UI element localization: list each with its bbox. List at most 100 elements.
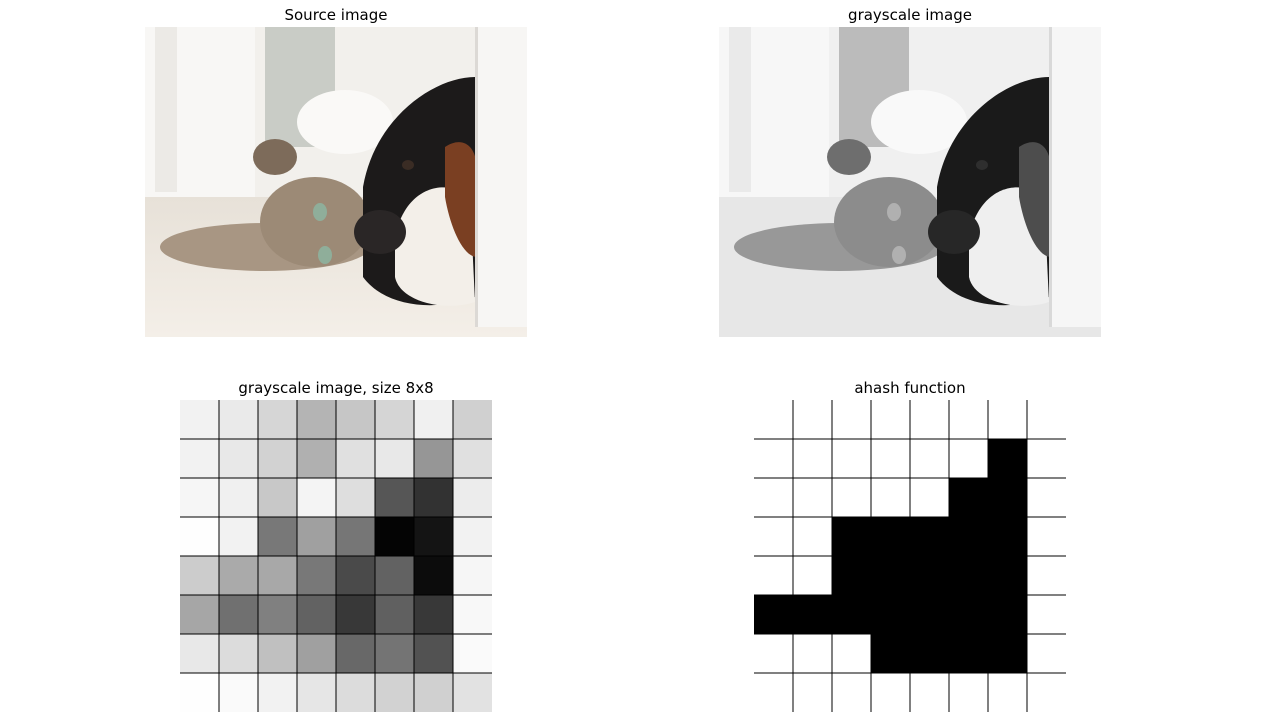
ahash-cell-r6-c1: [793, 634, 832, 673]
grayscale-8x8-title: grayscale image, size 8x8: [238, 379, 434, 397]
gray-cell-r2-c6: [414, 478, 453, 517]
gray-cell-r3-c7: [453, 517, 492, 556]
ahash-cell-r4-c7: [1027, 556, 1066, 595]
cat-dog-photo-grayscale: [719, 27, 1101, 337]
gray-cell-r4-c4: [336, 556, 375, 595]
ahash-cell-r7-c3: [871, 673, 910, 712]
ahash-cell-r4-c6: [988, 556, 1027, 595]
gray-cell-r2-c7: [453, 478, 492, 517]
ahash-cell-r1-c4: [910, 439, 949, 478]
gray-cell-r3-c3: [297, 517, 336, 556]
ahash-cell-r5-c2: [832, 595, 871, 634]
ahash-cell-r3-c6: [988, 517, 1027, 556]
ahash-cell-r1-c6: [988, 439, 1027, 478]
gray-cell-r2-c5: [375, 478, 414, 517]
gray-cell-r0-c6: [414, 400, 453, 439]
ahash-cell-r4-c4: [910, 556, 949, 595]
ahash-cell-r2-c3: [871, 478, 910, 517]
ahash-cell-r2-c4: [910, 478, 949, 517]
gray-cell-r4-c0: [180, 556, 219, 595]
gray-cell-r7-c6: [414, 673, 453, 712]
gray-cell-r3-c2: [258, 517, 297, 556]
source-image: [145, 27, 527, 337]
ahash-cell-r5-c4: [910, 595, 949, 634]
gray-cell-r3-c0: [180, 517, 219, 556]
gray-cell-r6-c5: [375, 634, 414, 673]
ahash-cell-r4-c3: [871, 556, 910, 595]
ahash-cell-r0-c3: [871, 400, 910, 439]
ahash-cell-r4-c1: [793, 556, 832, 595]
gray-cell-r0-c0: [180, 400, 219, 439]
ahash-cell-r4-c0: [754, 556, 793, 595]
gray-cell-r0-c2: [258, 400, 297, 439]
gray-cell-r7-c2: [258, 673, 297, 712]
gray-cell-r7-c3: [297, 673, 336, 712]
ahash-cell-r6-c5: [949, 634, 988, 673]
gray-cell-r1-c1: [219, 439, 258, 478]
gray-cell-r1-c0: [180, 439, 219, 478]
ahash-cell-r4-c5: [949, 556, 988, 595]
gray-cell-r3-c1: [219, 517, 258, 556]
ahash-cell-r3-c2: [832, 517, 871, 556]
ahash-cell-r0-c5: [949, 400, 988, 439]
grayscale-8x8-svg: [180, 400, 492, 712]
ahash-cell-r2-c5: [949, 478, 988, 517]
ahash-cell-r3-c0: [754, 517, 793, 556]
ahash-cell-r7-c7: [1027, 673, 1066, 712]
gray-cell-r5-c1: [219, 595, 258, 634]
gray-cell-r0-c3: [297, 400, 336, 439]
gray-cell-r4-c2: [258, 556, 297, 595]
gray-cell-r5-c4: [336, 595, 375, 634]
gray-cell-r4-c3: [297, 556, 336, 595]
ahash-cell-r7-c6: [988, 673, 1027, 712]
gray-cell-r4-c5: [375, 556, 414, 595]
ahash-cell-r0-c0: [754, 400, 793, 439]
ahash-cell-r1-c1: [793, 439, 832, 478]
gray-cell-r5-c3: [297, 595, 336, 634]
gray-cell-r2-c0: [180, 478, 219, 517]
ahash-cell-r5-c6: [988, 595, 1027, 634]
gray-cell-r6-c4: [336, 634, 375, 673]
gray-cell-r1-c2: [258, 439, 297, 478]
ahash-cell-r6-c6: [988, 634, 1027, 673]
ahash-cell-r7-c2: [832, 673, 871, 712]
gray-cell-r0-c7: [453, 400, 492, 439]
gray-cell-r7-c7: [453, 673, 492, 712]
ahash-cell-r1-c0: [754, 439, 793, 478]
ahash-cell-r6-c0: [754, 634, 793, 673]
ahash-cell-r6-c3: [871, 634, 910, 673]
gray-cell-r1-c7: [453, 439, 492, 478]
gray-cell-r1-c5: [375, 439, 414, 478]
gray-cell-r2-c4: [336, 478, 375, 517]
gray-cell-r2-c3: [297, 478, 336, 517]
ahash-cell-r0-c7: [1027, 400, 1066, 439]
ahash-cell-r5-c1: [793, 595, 832, 634]
ahash-cell-r6-c2: [832, 634, 871, 673]
ahash-cell-r7-c0: [754, 673, 793, 712]
gray-cell-r6-c1: [219, 634, 258, 673]
gray-cell-r7-c1: [219, 673, 258, 712]
gray-cell-r1-c4: [336, 439, 375, 478]
ahash-cell-r7-c5: [949, 673, 988, 712]
ahash-cell-r0-c1: [793, 400, 832, 439]
ahash-cell-r6-c7: [1027, 634, 1066, 673]
gray-cell-r4-c6: [414, 556, 453, 595]
gray-cell-r7-c5: [375, 673, 414, 712]
gray-cell-r3-c4: [336, 517, 375, 556]
source-image-title: Source image: [284, 6, 388, 24]
ahash-svg: [754, 400, 1066, 712]
ahash-cell-r7-c4: [910, 673, 949, 712]
gray-cell-r3-c5: [375, 517, 414, 556]
gray-cell-r0-c4: [336, 400, 375, 439]
ahash-cell-r2-c2: [832, 478, 871, 517]
ahash-cell-r7-c1: [793, 673, 832, 712]
ahash-cell-r2-c1: [793, 478, 832, 517]
ahash-title: ahash function: [854, 379, 966, 397]
cat-dog-photo: [145, 27, 527, 337]
ahash-cell-r3-c5: [949, 517, 988, 556]
gray-cell-r0-c5: [375, 400, 414, 439]
ahash-cell-r1-c5: [949, 439, 988, 478]
grayscale-image-title: grayscale image: [848, 6, 972, 24]
ahash-grid: [754, 400, 1066, 712]
gray-cell-r2-c1: [219, 478, 258, 517]
